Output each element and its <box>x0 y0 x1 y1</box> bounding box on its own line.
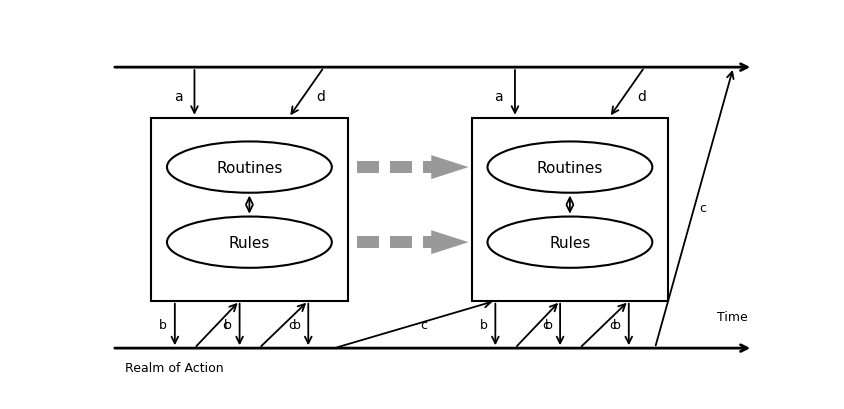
Text: d: d <box>636 89 646 103</box>
Polygon shape <box>431 231 468 254</box>
FancyBboxPatch shape <box>151 118 348 301</box>
FancyBboxPatch shape <box>390 162 412 174</box>
Text: c: c <box>222 318 229 331</box>
Text: b: b <box>160 318 167 331</box>
Text: b: b <box>544 318 552 331</box>
Text: b: b <box>224 318 232 331</box>
Ellipse shape <box>488 217 652 268</box>
FancyBboxPatch shape <box>423 236 444 249</box>
Text: Routines: Routines <box>537 160 603 175</box>
Text: c: c <box>420 318 427 331</box>
Ellipse shape <box>167 142 332 193</box>
FancyBboxPatch shape <box>472 118 668 301</box>
FancyBboxPatch shape <box>423 162 444 174</box>
Text: Time: Time <box>717 310 748 323</box>
Text: Rules: Rules <box>549 235 591 250</box>
Ellipse shape <box>488 142 652 193</box>
FancyBboxPatch shape <box>390 236 412 249</box>
Polygon shape <box>431 156 468 180</box>
Text: d: d <box>316 89 325 103</box>
Text: Rules: Rules <box>229 235 270 250</box>
Text: b: b <box>613 318 621 331</box>
Text: b: b <box>479 318 488 331</box>
Text: c: c <box>289 318 295 331</box>
Text: Routines: Routines <box>216 160 283 175</box>
FancyBboxPatch shape <box>357 162 379 174</box>
Text: c: c <box>699 202 706 215</box>
Text: Realm of Action: Realm of Action <box>125 361 224 374</box>
Text: a: a <box>495 89 503 103</box>
FancyBboxPatch shape <box>357 236 379 249</box>
Text: c: c <box>609 318 616 331</box>
Text: b: b <box>293 318 300 331</box>
Ellipse shape <box>167 217 332 268</box>
Text: c: c <box>543 318 549 331</box>
Text: a: a <box>174 89 182 103</box>
